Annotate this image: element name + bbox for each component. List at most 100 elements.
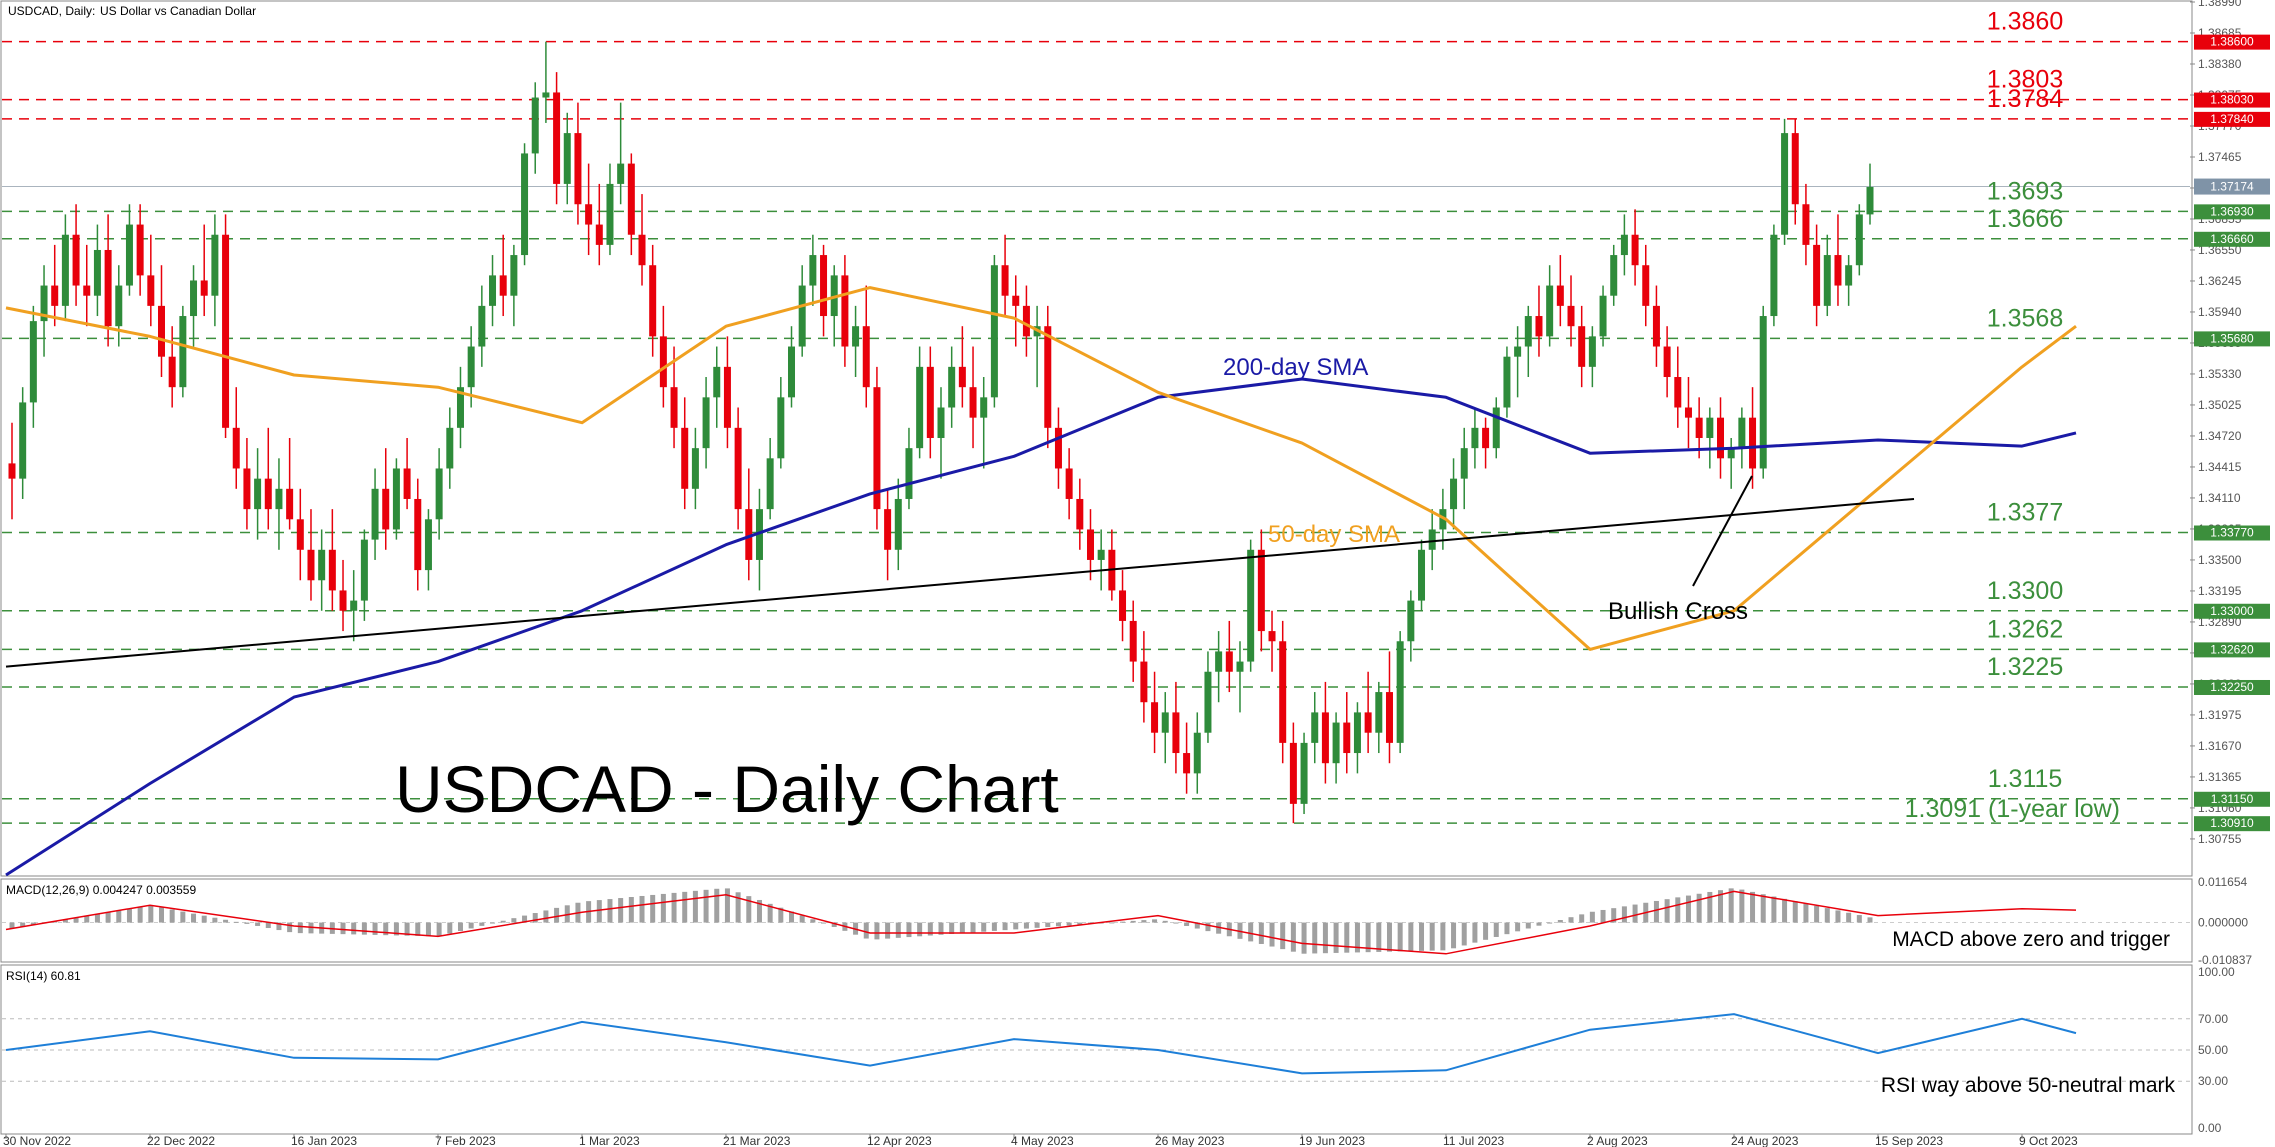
candle-body [1119, 590, 1127, 621]
macd-histogram-bar [1002, 922, 1008, 931]
macd-histogram-bar [628, 897, 634, 923]
candle-body [371, 488, 379, 540]
candle-body [681, 427, 689, 489]
macd-histogram-bar [1835, 910, 1841, 923]
candle-body [40, 285, 48, 322]
candle-body [296, 519, 304, 550]
x-tick-label: 24 Aug 2023 [1731, 1134, 1799, 1147]
macd-histogram-bar [1867, 917, 1873, 923]
candle-body [659, 336, 667, 388]
candle-body [414, 498, 422, 571]
macd-histogram-bar [1664, 899, 1670, 923]
macd-histogram-bar [468, 922, 474, 929]
rsi-line [5, 1013, 2077, 1075]
candle-body [1684, 407, 1692, 418]
candle-body [734, 427, 742, 510]
candle-body [606, 183, 614, 245]
candle-body [1289, 742, 1297, 804]
candle-body [1727, 448, 1735, 459]
x-tick-label: 16 Jan 2023 [291, 1134, 357, 1147]
macd-histogram-bar [1792, 901, 1798, 923]
macd-histogram-bar [1472, 922, 1478, 943]
candle-body [168, 356, 176, 388]
macd-histogram-bar [1653, 900, 1659, 923]
macd-histogram-bar [1162, 920, 1168, 923]
macd-histogram-bar [1440, 922, 1446, 951]
macd-histogram-bar [756, 899, 762, 923]
rsi-indicator [2, 1013, 2190, 1082]
macd-histogram-bar [874, 922, 880, 940]
macd-histogram-bar [799, 915, 805, 923]
level-tag-text: 1.33000 [2210, 604, 2254, 618]
candle-body [478, 305, 486, 347]
candle-body [1300, 742, 1308, 804]
candle-body [1183, 753, 1191, 774]
candle-body [1503, 356, 1511, 408]
macd-histogram-bar [959, 922, 965, 934]
level-tag-bg [2194, 525, 2270, 541]
candle-body [1044, 326, 1052, 428]
macd-histogram-bar [1066, 922, 1072, 926]
macd-histogram-bar [1216, 922, 1222, 934]
rsi-label: RSI(14) 60.81 [6, 969, 81, 983]
candle-body [862, 326, 870, 388]
macd-histogram-bar [789, 911, 795, 923]
candle-body [446, 427, 454, 469]
macd-histogram-bar [30, 922, 36, 925]
candle-body [264, 478, 272, 510]
candle-body [1257, 549, 1265, 632]
macd-histogram-bar [639, 895, 645, 923]
candle-body [1407, 600, 1415, 642]
candle-body [585, 204, 593, 225]
candle-body [937, 407, 945, 438]
macd-histogram-bar [767, 903, 773, 923]
y-tick-label: 1.31670 [2198, 739, 2242, 753]
macd-histogram-bar [9, 922, 15, 929]
macd-histogram-bar [1579, 914, 1585, 923]
macd-histogram-bar [927, 922, 933, 936]
moving-averages [5, 286, 2077, 877]
main-panel-frame [0, 0, 2193, 877]
macd-histogram-bar [1846, 912, 1852, 923]
macd-histogram-bar [1141, 920, 1147, 923]
macd-histogram-bar [1696, 893, 1702, 923]
annotation-50-sma: 50-day SMA [1268, 521, 1400, 548]
macd-histogram-bar [650, 894, 656, 923]
x-tick-label: 9 Oct 2023 [2019, 1134, 2078, 1147]
candle-body [980, 397, 988, 418]
macd-histogram-bar [404, 922, 410, 936]
candle-body [852, 326, 860, 347]
y-tick-label: 1.36245 [2198, 274, 2242, 288]
candle-body [1599, 295, 1607, 337]
candle-body [595, 224, 603, 245]
macd-histogram-bar [1589, 911, 1595, 923]
level-label: 1.3784 [1987, 85, 2064, 113]
candle-body [382, 488, 390, 530]
macd-label: MACD(12,26,9) 0.004247 0.003559 [6, 883, 196, 897]
candle-body [1482, 427, 1490, 449]
rsi-y-axis: 100.00 70.00 50.00 30.00 0.00 [2198, 965, 2235, 1135]
rsi-tick-label: 30.00 [2198, 1074, 2228, 1088]
level-tag-text: 1.38030 [2210, 93, 2254, 107]
candle-body [777, 397, 785, 459]
candle-body [19, 402, 27, 479]
macd-histogram-bar [1600, 909, 1606, 923]
candle-body [1151, 702, 1159, 733]
candle-body [1834, 255, 1842, 286]
rsi-tick-label: 100.00 [2198, 965, 2235, 979]
candle-body [638, 234, 646, 266]
candle-body [1652, 305, 1660, 347]
candle-body [894, 498, 902, 550]
candle-body [1172, 712, 1180, 754]
macd-histogram-bar [1322, 922, 1328, 954]
macd-histogram-bar [1120, 921, 1126, 923]
level-label: 1.3568 [1987, 304, 2063, 332]
macd-histogram-bar [20, 922, 26, 927]
macd-histogram-bar [1707, 891, 1713, 923]
macd-histogram-bar [1685, 895, 1691, 923]
y-tick-label: 1.30755 [2198, 832, 2242, 846]
macd-histogram-bar [831, 922, 837, 927]
candle-body [1802, 204, 1810, 245]
macd-histogram-bar [1568, 917, 1574, 923]
